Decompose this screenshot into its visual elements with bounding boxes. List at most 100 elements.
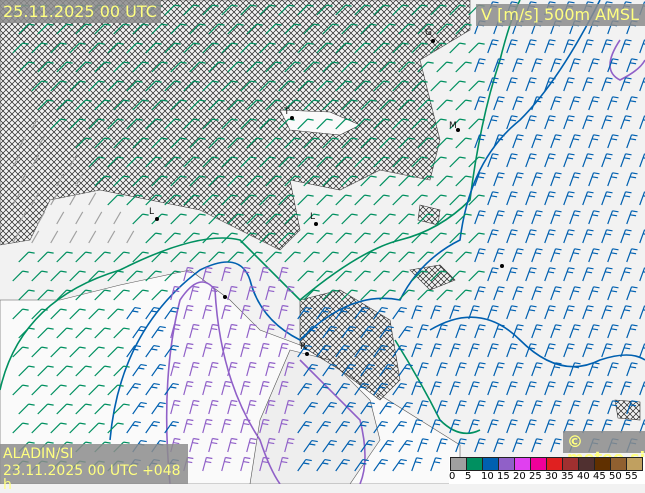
- wind-barb: [246, 323, 257, 339]
- wind-barb: [259, 156, 276, 168]
- wind-barb: [550, 134, 562, 149]
- wind-barb: [303, 99, 320, 111]
- wind-barb: [354, 80, 371, 92]
- wind-barb: [303, 23, 320, 35]
- wind-barb: [12, 308, 29, 320]
- wind-barb: [379, 61, 396, 73]
- wind-barb: [601, 267, 613, 282]
- wind-barb: [335, 382, 350, 396]
- wind-barb: [278, 194, 295, 206]
- wind-barb: [544, 305, 556, 320]
- wind-barb: [430, 80, 447, 92]
- wind-barb: [563, 77, 575, 92]
- wind-barb: [411, 457, 423, 472]
- wind-barb: [164, 156, 181, 168]
- wind-barb: [582, 381, 594, 396]
- wind-barb: [512, 438, 524, 453]
- wind-barb: [474, 400, 486, 415]
- wind-barb: [240, 418, 251, 434]
- wind-barb: [411, 4, 428, 16]
- wind-barb: [601, 153, 613, 168]
- wind-barb: [208, 361, 219, 377]
- wind-barb: [392, 42, 409, 54]
- wind-barb: [126, 42, 143, 54]
- wind-barb: [316, 458, 331, 472]
- wind-barb: [202, 4, 219, 16]
- wind-barb: [227, 323, 238, 339]
- wind-barb: [417, 99, 434, 111]
- wind-barb: [607, 362, 619, 377]
- wind-barb: [335, 420, 350, 434]
- wind-barb: [221, 4, 238, 16]
- wind-barb: [620, 305, 632, 320]
- wind-barb: [335, 156, 352, 168]
- place-label: L: [149, 207, 155, 217]
- wind-barb: [202, 232, 219, 244]
- wind-barb: [107, 156, 124, 168]
- wind-barb: [183, 42, 200, 54]
- wind-barb: [335, 232, 352, 244]
- wind-barb: [512, 210, 524, 225]
- wind-barb: [588, 286, 600, 301]
- wind-barb: [354, 458, 369, 472]
- wind-barb: [145, 382, 160, 396]
- wind-barb: [455, 213, 472, 225]
- wind-barb: [379, 23, 396, 35]
- wind-barb: [360, 363, 375, 377]
- wind-barbs: [12, 1, 645, 472]
- wind-barb: [183, 118, 200, 130]
- wind-barb: [18, 173, 27, 187]
- wind-barb: [493, 96, 505, 111]
- wind-barb: [588, 210, 600, 225]
- wind-barb: [50, 422, 67, 434]
- wind-barb: [297, 118, 314, 130]
- wind-barb: [297, 306, 312, 320]
- contour-15: [165, 281, 281, 484]
- wind-barb: [601, 39, 613, 54]
- wind-barb: [360, 137, 377, 149]
- place-label: G: [425, 28, 432, 38]
- wind-barb: [335, 458, 350, 472]
- wind-barb: [316, 194, 333, 206]
- wind-barb: [468, 156, 485, 168]
- wind-barb: [31, 308, 48, 320]
- wind-barb: [335, 270, 352, 282]
- wind-barb: [145, 306, 160, 320]
- wind-barb: [316, 420, 331, 434]
- wind-barb: [151, 363, 166, 377]
- wind-barb: [417, 251, 434, 263]
- wind-barb: [240, 42, 257, 54]
- wind-barb: [259, 304, 270, 320]
- wind-barb: [56, 173, 65, 187]
- legend-swatch: [610, 457, 627, 471]
- wind-barb: [145, 80, 162, 92]
- wind-barb: [474, 134, 486, 149]
- place-label: L: [310, 212, 316, 222]
- wind-barb: [151, 401, 166, 415]
- wind-barb: [354, 344, 369, 358]
- wind-barb: [550, 438, 562, 453]
- wind-barb: [151, 289, 168, 301]
- wind-barb: [607, 324, 619, 339]
- wind-barb: [50, 230, 59, 244]
- wind-barb: [88, 422, 105, 434]
- wind-barb: [221, 80, 238, 92]
- wind-barb: [132, 137, 149, 149]
- wind-barb: [189, 399, 200, 415]
- wind-barb: [626, 96, 638, 111]
- wind-barb: [278, 156, 295, 168]
- wind-barb: [246, 285, 257, 301]
- wind-barb: [455, 61, 472, 73]
- wind-barb: [227, 175, 244, 187]
- wind-barb: [126, 156, 143, 168]
- wind-barb: [265, 213, 282, 225]
- wind-barb: [360, 251, 377, 263]
- wind-barb: [37, 403, 54, 415]
- wind-barb: [18, 251, 35, 263]
- wind-barb: [240, 118, 257, 130]
- wind-barb: [202, 304, 213, 320]
- city-marker: [305, 352, 309, 356]
- wind-barb: [468, 270, 485, 282]
- wind-barb: [341, 289, 358, 301]
- wind-barb: [436, 438, 448, 453]
